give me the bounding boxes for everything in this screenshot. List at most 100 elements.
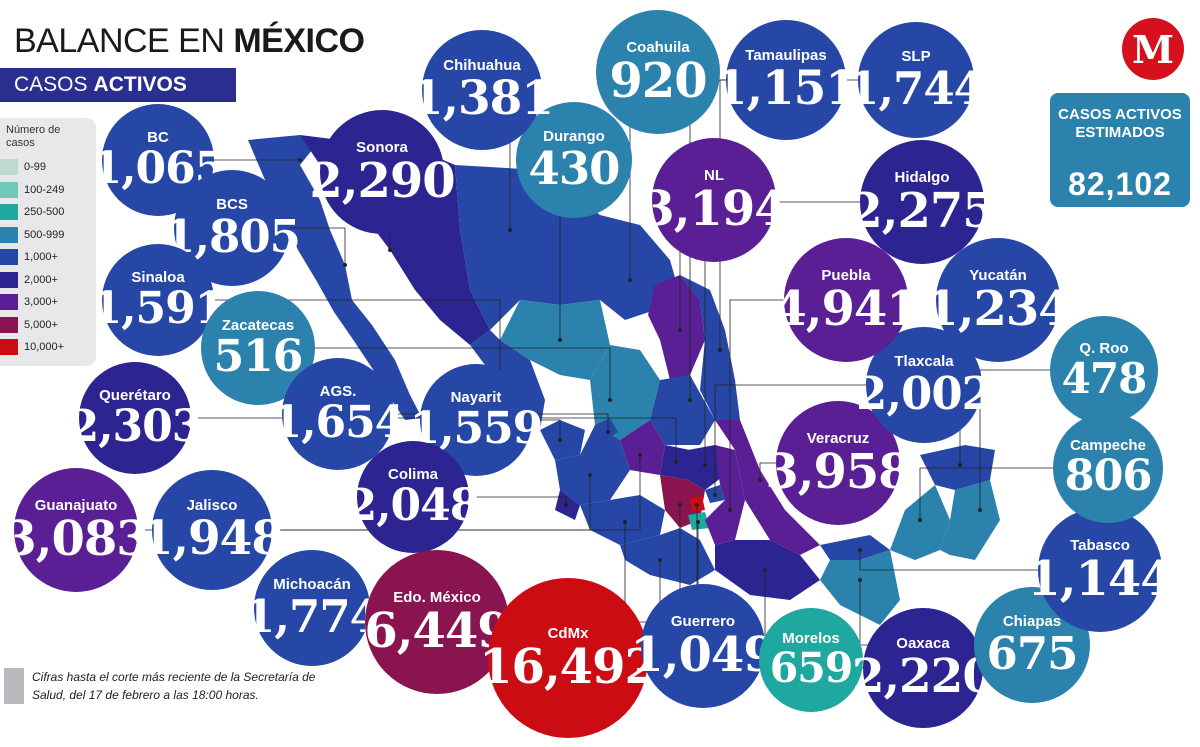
state-value: 659 [769, 644, 854, 692]
state-name: Durango [543, 128, 605, 145]
state-name: Chihuahua [443, 57, 521, 74]
state-value: 920 [609, 52, 707, 109]
legend-item: 5,000+ [0, 314, 58, 336]
state-value: 1,654 [271, 396, 406, 448]
state-value: 1,591 [91, 282, 226, 334]
legend-label: 3,000+ [24, 296, 58, 308]
legend-swatch [0, 181, 18, 198]
state-bubble-yucatan: Yucatán 1,234 [925, 238, 1072, 362]
state-name: Colima [387, 465, 438, 483]
legend-item: 100-249 [0, 179, 64, 201]
state-name: Q. Roo [1079, 339, 1129, 357]
state-bubble-jalisco: Jalisco 1,948 [141, 470, 284, 590]
state-bubble-slp: SLP 1,744 [848, 22, 985, 138]
state-name: Morelos [782, 630, 840, 647]
state-value: 1,151 [714, 61, 858, 116]
state-bubble-sonora: Sonora 2,290 [309, 110, 456, 234]
state-value: 1,144 [1027, 550, 1173, 607]
state-bubble-tamaulipas: Tamaulipas 1,151 [715, 20, 858, 140]
state-name: Jalisco [186, 497, 238, 514]
state-bubble-zacatecas: Zacatecas 516 [201, 291, 315, 405]
state-bubble-edomex: Edo. México 6,449 [364, 550, 511, 694]
legend-label: 0-99 [24, 161, 47, 173]
state-value: 2,002 [856, 367, 993, 420]
state-name: Tlaxcala [894, 353, 954, 370]
subtitle-bar: CASOS ACTIVOS [0, 68, 236, 102]
state-name: Tabasco [1070, 536, 1130, 554]
title-light: BALANCE EN [14, 22, 234, 60]
state-name: Guerrero [670, 612, 736, 630]
legend-swatch [0, 159, 18, 175]
state-name: Zacatecas [221, 316, 295, 334]
state-value: 1,049 [630, 626, 776, 683]
state-value: 1,234 [925, 280, 1071, 337]
state-name: Sinaloa [131, 268, 185, 286]
state-bubble-hidalgo: Hidalgo 2,275 [849, 140, 996, 264]
state-value: 430 [528, 142, 621, 195]
state-value: 4,941 [773, 280, 919, 337]
state-bubble-michoacan: Michoacán 1,774 [244, 550, 381, 666]
state-value: 478 [1061, 353, 1148, 403]
footnote-text: Cifras hasta el corte más reciente de la… [32, 670, 316, 702]
state-name: Nayarit [450, 388, 502, 406]
state-value: 6,449 [364, 602, 510, 659]
state-bubble-campeche: Campeche 806 [1053, 413, 1163, 523]
state-value: 1,381 [410, 71, 554, 126]
state-name: Edo. México [393, 588, 481, 606]
state-name: Chiapas [1002, 613, 1062, 630]
state-value: 3,194 [641, 180, 787, 237]
total-title-line2: ESTIMADOS [1075, 124, 1165, 141]
state-name: BC [147, 128, 169, 146]
state-name: Querétaro [99, 386, 171, 404]
state-value: 2,048 [346, 479, 481, 531]
legend-swatch [0, 271, 18, 288]
state-value: 516 [213, 330, 304, 382]
legend-item: 1,000+ [0, 246, 58, 268]
total-estimated-box: CASOS ACTIVOS ESTIMADOS 82,102 [1050, 93, 1190, 207]
legend-swatch [0, 294, 18, 310]
state-bubble-cdmx: CdMx 16,492 [479, 578, 658, 738]
state-bubble-guanajuato: Guanajuato 3,083 [3, 468, 150, 592]
legend-label: 5,000+ [24, 318, 58, 331]
brand-logo: M [1122, 18, 1184, 80]
state-bubble-queretaro: Querétaro 2,303 [69, 362, 202, 474]
state-bubble-sinaloa: Sinaloa 1,591 [92, 244, 225, 356]
state-bubble-puebla: Puebla 4,941 [773, 238, 920, 362]
legend-item: 0-99 [0, 156, 46, 178]
state-value: 3,958 [765, 443, 911, 500]
state-name: Campeche [1070, 437, 1146, 454]
subtitle-light: CASOS [14, 73, 88, 96]
legend-label: 100-249 [24, 183, 65, 196]
state-name: Puebla [821, 266, 871, 284]
legend: Número de casos 0-99 100-249 250-500 500-99… [0, 118, 96, 366]
state-bubble-coahuila: Coahuila 920 [596, 10, 720, 134]
state-bubble-oaxaca: Oaxaca 2,220 [852, 608, 995, 728]
state-name: Tamaulipas [745, 47, 827, 64]
state-value: 1,948 [140, 511, 284, 566]
state-value: 2,290 [309, 152, 455, 209]
legend-title: Número de casos [6, 124, 61, 149]
state-value: 16,492 [479, 638, 658, 695]
state-name: CdMx [547, 624, 589, 642]
state-name: Coahuila [626, 38, 690, 56]
footnote: Cifras hasta el corte más reciente de la… [4, 668, 322, 704]
state-value: 2,275 [849, 182, 995, 239]
subtitle-bold: ACTIVOS [93, 73, 187, 96]
state-bubble-morelos: Morelos 659 [759, 608, 863, 712]
total-value: 82,102 [1068, 166, 1172, 202]
page-title: BALANCE EN MÉXICO [14, 22, 365, 61]
title-bold: MÉXICO [233, 22, 365, 60]
map-queretaro [660, 445, 690, 480]
legend-label: 500-999 [24, 228, 65, 241]
state-name: Veracruz [806, 429, 870, 447]
state-value: 2,220 [851, 649, 995, 704]
legend-swatch [0, 316, 18, 333]
state-value: 1,744 [848, 62, 985, 115]
legend-item: 10,000+ [0, 336, 64, 358]
state-bubble-durango: Durango 430 [516, 102, 632, 218]
total-title-line1: CASOS ACTIVOS [1058, 106, 1182, 123]
map-nayarit [540, 420, 585, 460]
state-name: Guanajuato [34, 496, 118, 514]
state-value: 3,083 [3, 510, 149, 567]
